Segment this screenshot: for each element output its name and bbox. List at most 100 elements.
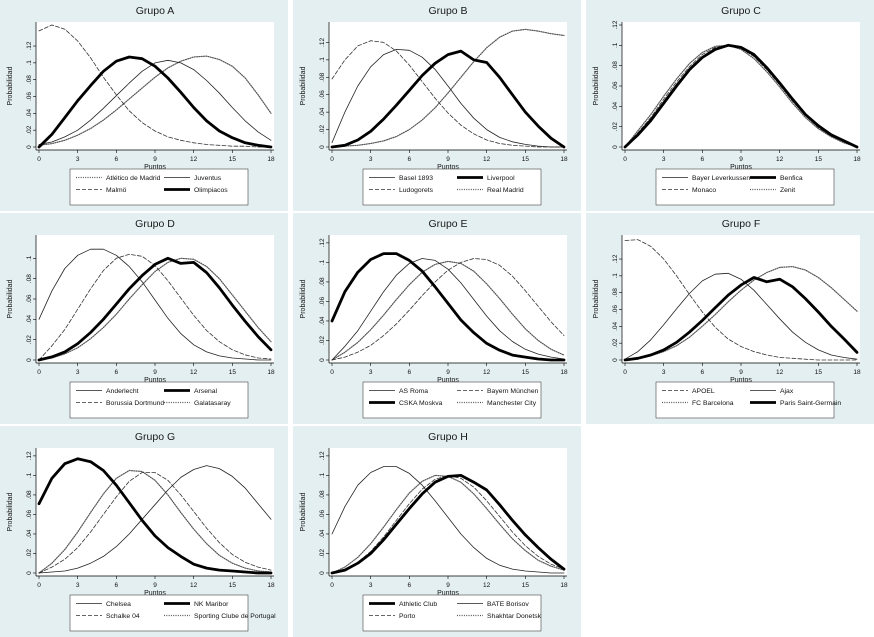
x-tick-label: 15 [522, 156, 530, 163]
y-tick-label: .04 [319, 529, 326, 538]
x-tick-label: 3 [369, 582, 373, 589]
legend-label: APOEL [692, 388, 715, 395]
x-tick-label: 6 [408, 156, 412, 163]
x-tick-label: 18 [560, 369, 568, 376]
y-tick-label: .1 [319, 259, 326, 265]
x-tick-label: 18 [267, 156, 275, 163]
y-tick-label: .12 [612, 20, 619, 29]
x-tick-label: 6 [115, 369, 119, 376]
y-tick-label: .12 [319, 238, 326, 247]
x-tick-label: 15 [229, 156, 237, 163]
x-tick-label: 0 [37, 582, 41, 589]
x-tick-label: 3 [369, 156, 373, 163]
legend-label: Galatasaray [194, 400, 231, 407]
legend-label: Chelsea [106, 601, 131, 608]
y-axis-label: Probabilidad [593, 66, 600, 105]
x-tick-label: 3 [662, 369, 666, 376]
legend-label: Ajax [780, 388, 794, 395]
x-tick-label: 0 [37, 369, 41, 376]
x-tick-label: 12 [190, 369, 198, 376]
y-tick-label: .04 [319, 107, 326, 116]
x-tick-label: 0 [37, 156, 41, 163]
y-tick-label: .02 [612, 338, 619, 347]
chart-title: Grupo B [428, 5, 467, 17]
plot-area [36, 448, 274, 576]
x-tick-label: 15 [229, 369, 237, 376]
y-tick-label: .02 [612, 122, 619, 131]
chart-title: Grupo E [428, 218, 467, 230]
y-tick-label: 0 [612, 358, 619, 362]
x-tick-label: 15 [522, 582, 530, 589]
y-tick-label: .06 [26, 510, 33, 519]
x-tick-label: 9 [153, 582, 157, 589]
y-tick-label: .08 [26, 490, 33, 499]
y-tick-label: .08 [26, 75, 33, 84]
x-tick-label: 3 [369, 369, 373, 376]
y-tick-label: .06 [612, 305, 619, 314]
y-axis-label: Probabilidad [7, 279, 14, 318]
x-tick-label: 18 [853, 156, 861, 163]
legend-label: Sporting Clube de Portugal [194, 613, 276, 620]
y-tick-label: .06 [319, 90, 326, 99]
x-tick-label: 18 [853, 369, 861, 376]
x-tick-label: 3 [76, 369, 80, 376]
y-tick-label: .12 [26, 41, 33, 50]
plot-area [329, 235, 567, 363]
x-tick-label: 9 [739, 369, 743, 376]
chart-title: Grupo F [722, 218, 761, 230]
legend-label: Monaco [692, 187, 716, 194]
x-tick-label: 0 [623, 369, 627, 376]
legend-label: BATE Borisov [487, 601, 529, 608]
y-tick-label: 0 [612, 145, 619, 149]
y-tick-label: .06 [319, 297, 326, 306]
y-tick-label: 0 [26, 571, 33, 575]
y-tick-label: .12 [612, 254, 619, 263]
x-tick-label: 12 [776, 156, 784, 163]
y-tick-label: .08 [319, 72, 326, 81]
legend-label: FC Barcelona [692, 400, 734, 407]
legend-label: Zenit [780, 187, 795, 194]
y-tick-label: .04 [612, 321, 619, 330]
y-tick-label: .08 [612, 288, 619, 297]
x-tick-label: 3 [76, 582, 80, 589]
y-tick-label: 0 [319, 145, 326, 149]
y-tick-label: .1 [26, 472, 33, 478]
x-tick-label: 9 [446, 156, 450, 163]
chart-title: Grupo H [428, 431, 468, 443]
y-tick-label: .06 [612, 81, 619, 90]
y-tick-label: 0 [319, 571, 326, 575]
legend-label: Juventus [194, 175, 222, 182]
legend-label: Borussia Dortmund [106, 400, 164, 407]
y-tick-label: .1 [319, 472, 326, 478]
x-tick-label: 15 [522, 369, 530, 376]
y-tick-label: .12 [26, 451, 33, 460]
y-tick-label: .06 [26, 294, 33, 303]
y-tick-label: .1 [612, 42, 619, 48]
legend-label: Athletic Club [399, 601, 437, 608]
x-tick-label: 0 [330, 582, 334, 589]
y-axis-label: Probabilidad [593, 279, 600, 318]
x-tick-label: 3 [662, 156, 666, 163]
legend-label: Manchester City [487, 400, 537, 407]
y-tick-label: .02 [319, 125, 326, 134]
x-tick-label: 0 [330, 156, 334, 163]
y-tick-label: .02 [26, 549, 33, 558]
legend-label: Olimpiacos [194, 187, 228, 194]
y-tick-label: .06 [319, 510, 326, 519]
x-tick-label: 15 [815, 156, 823, 163]
x-tick-label: 12 [483, 582, 491, 589]
x-tick-label: 6 [408, 369, 412, 376]
y-tick-label: .1 [26, 255, 33, 261]
x-tick-label: 12 [483, 369, 491, 376]
x-tick-label: 9 [446, 582, 450, 589]
y-tick-label: .08 [612, 61, 619, 70]
